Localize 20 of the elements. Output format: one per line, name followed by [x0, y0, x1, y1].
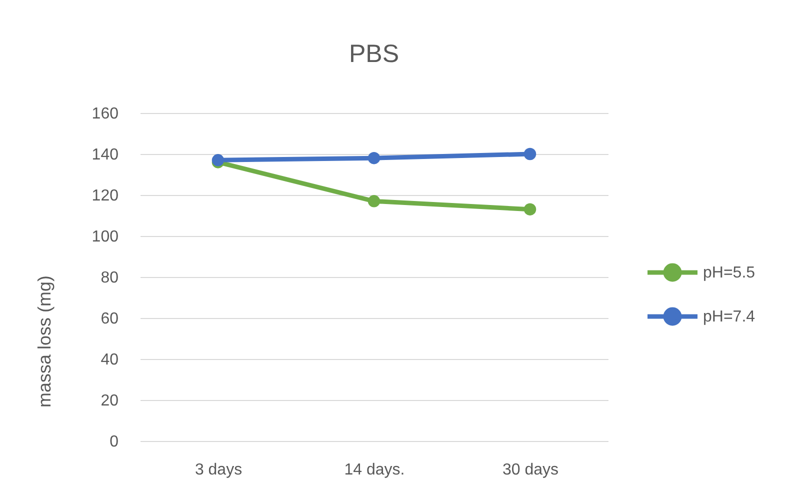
y-tick-label: 0	[110, 434, 119, 450]
legend-label: pH=7.4	[703, 308, 756, 326]
point	[368, 152, 380, 164]
y-tick-label: 40	[100, 352, 119, 368]
legend-label: pH=5.5	[703, 264, 756, 282]
point	[524, 148, 536, 160]
chart-title: PBS	[348, 40, 400, 68]
point	[368, 195, 380, 208]
point	[524, 203, 536, 216]
y-tick-label: 80	[100, 270, 119, 286]
y-tick-label: 20	[100, 392, 119, 410]
y-tick-label: 60	[100, 310, 119, 328]
x-tick-label: 30 days	[502, 462, 559, 478]
y-tick-label: 140	[92, 146, 119, 164]
y-axis-title: massa loss (mg)	[34, 275, 54, 408]
x-tick-label: 3 days	[194, 462, 242, 478]
y-tick-label: 160	[92, 106, 119, 122]
x-tick-label: 14 days.	[344, 462, 405, 478]
y-tick-label: 100	[92, 228, 119, 246]
y-tick-label: 120	[92, 188, 119, 204]
